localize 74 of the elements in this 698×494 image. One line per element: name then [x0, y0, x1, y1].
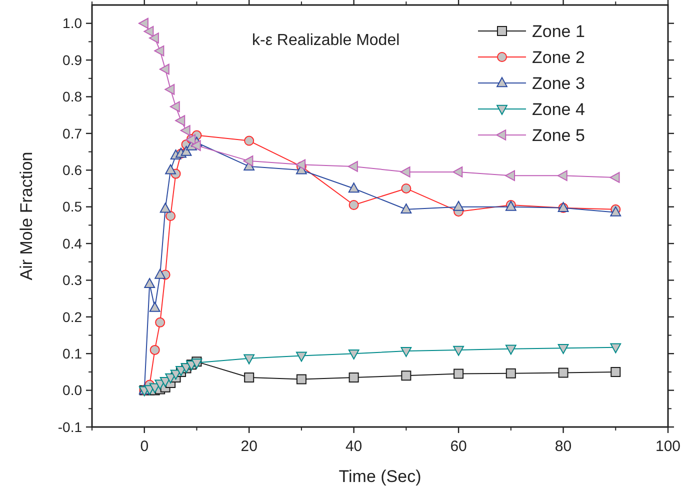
point	[610, 343, 622, 354]
point	[400, 346, 412, 357]
legend-label: Zone 2	[532, 48, 585, 67]
legend-label: Zone 4	[532, 100, 585, 119]
x-tick-label: 100	[655, 438, 681, 455]
y-tick-label: -0.1	[58, 418, 82, 435]
y-tick-label: 0.2	[62, 308, 82, 325]
point	[150, 344, 160, 355]
point	[166, 211, 176, 221]
y-tick-label: 0.9	[62, 52, 82, 68]
point	[505, 170, 516, 182]
point	[164, 84, 175, 95]
x-axis-title: Time (Sec)	[338, 467, 422, 486]
point	[244, 372, 254, 382]
point	[155, 317, 166, 328]
point	[506, 368, 516, 378]
point	[144, 278, 156, 288]
annotation: k-ε Realizable Model	[252, 32, 400, 49]
point	[400, 203, 412, 214]
y-tick-label: 0.7	[62, 125, 82, 142]
x-tick-label: 0	[140, 438, 149, 455]
point	[149, 302, 160, 312]
point	[180, 125, 190, 136]
point	[165, 164, 176, 174]
y-axis-title: Air Mole Fraction	[17, 152, 36, 280]
point	[401, 370, 412, 381]
y-tick-label: 0.8	[62, 88, 82, 105]
x-tick-label: 40	[345, 438, 362, 455]
point	[244, 136, 254, 146]
y-tick-label: 0.3	[62, 272, 82, 288]
point	[154, 45, 164, 56]
point	[400, 166, 410, 178]
x-tick-label: 20	[240, 438, 258, 455]
legend-label: Zone 5	[532, 126, 585, 145]
point	[148, 32, 159, 44]
legend-label: Zone 3	[532, 74, 585, 93]
y-tick-label: 1.0	[62, 15, 82, 32]
point	[453, 200, 464, 211]
x-tick-label: 80	[554, 438, 572, 455]
point	[558, 368, 568, 378]
y-tick-label: 0.6	[62, 162, 82, 178]
point	[244, 354, 255, 364]
x-tick-label: 60	[450, 438, 467, 455]
point	[453, 346, 464, 356]
point	[160, 202, 171, 213]
point	[348, 182, 360, 193]
point	[243, 156, 254, 166]
point	[296, 352, 307, 362]
point	[159, 64, 170, 75]
point	[180, 146, 192, 156]
point	[138, 18, 148, 29]
point	[452, 166, 463, 178]
point	[454, 368, 464, 379]
point	[348, 372, 359, 382]
point	[558, 344, 569, 354]
y-tick-label: 0.4	[62, 235, 82, 252]
point	[154, 268, 166, 279]
point	[144, 26, 154, 37]
legend-label: Zone 1	[532, 22, 585, 41]
point	[610, 366, 621, 377]
point	[401, 183, 412, 194]
point	[190, 140, 201, 151]
point	[557, 170, 568, 182]
point	[348, 161, 358, 172]
point	[170, 101, 180, 112]
point	[296, 374, 306, 384]
y-tick-label: 0.1	[62, 346, 82, 362]
y-tick-label: 0.5	[62, 198, 82, 215]
point	[610, 172, 620, 183]
point	[505, 344, 516, 355]
point	[348, 350, 360, 360]
y-tick-label: 0.0	[62, 382, 82, 398]
point	[175, 115, 186, 126]
point	[348, 200, 359, 210]
